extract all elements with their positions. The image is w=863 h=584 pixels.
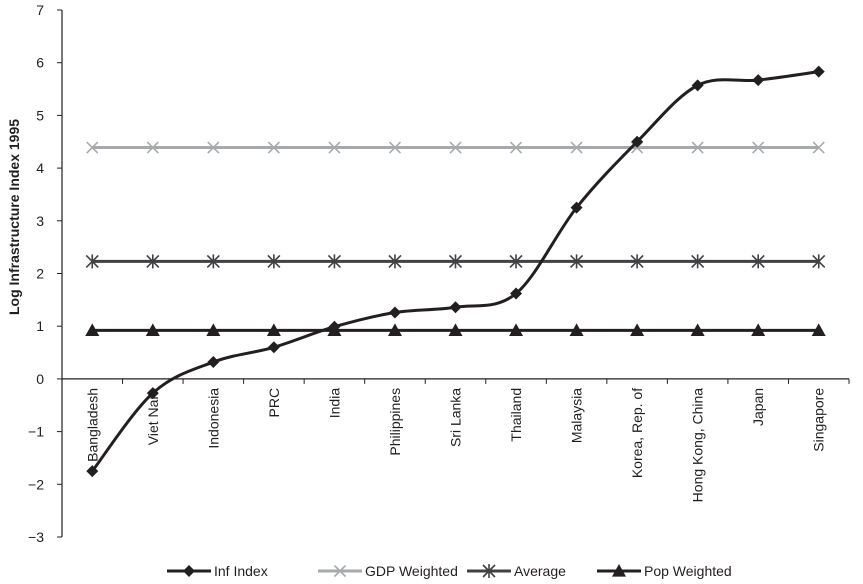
series-gdp-weighted (86, 141, 825, 154)
data-point-inf-index (86, 465, 99, 478)
data-point-pop-weighted (751, 323, 766, 337)
series-layer (85, 65, 826, 478)
x-tick-label: Sri Lanka (448, 388, 464, 447)
data-point-inf-index (267, 341, 280, 354)
data-point-inf-index (752, 74, 765, 87)
data-point-pop-weighted (569, 323, 584, 337)
data-point-inf-index (812, 65, 825, 78)
data-point-pop-weighted (690, 323, 705, 337)
data-point-inf-index (691, 79, 704, 92)
legend-marker (612, 564, 626, 577)
data-point-average (812, 254, 826, 269)
legend-label: Inf Index (214, 563, 268, 579)
data-point-average (267, 254, 281, 269)
x-tick-label: Indonesia (205, 388, 221, 449)
x-tick-label: PRC (266, 388, 282, 418)
x-tick-label: Japan (750, 388, 766, 426)
data-point-pop-weighted (811, 323, 826, 337)
data-point-inf-index (146, 387, 159, 400)
data-point-pop-weighted (448, 323, 463, 337)
y-tick-label: 1 (36, 318, 44, 334)
y-tick-label: −2 (28, 476, 44, 492)
data-point-average (206, 254, 220, 269)
category-labels: Bangladesh Viet Nam Indonesia PRC India Phili… (84, 388, 826, 503)
y-tick-label: 0 (36, 371, 44, 387)
y-tick-label: 6 (36, 55, 44, 71)
x-tick-label: India (326, 388, 342, 419)
data-point-pop-weighted (266, 323, 281, 337)
legend-label: GDP Weighted (365, 563, 458, 579)
data-point-average (448, 254, 463, 269)
legend-marker (333, 564, 347, 578)
data-point-gdp-weighted (449, 141, 462, 154)
data-point-pop-weighted (630, 323, 645, 337)
y-tick-label: 4 (36, 160, 44, 176)
legend: Inf Index GDP Weighted Average Pop Weighted (167, 563, 732, 579)
data-point-average (327, 254, 341, 269)
data-point-inf-index (449, 301, 462, 314)
data-point-gdp-weighted (691, 141, 704, 154)
data-point-gdp-weighted (86, 141, 99, 154)
legend-marker (482, 564, 496, 578)
data-point-gdp-weighted (267, 141, 280, 154)
x-tick-label: Bangladesh (84, 388, 100, 462)
legend-label: Average (514, 563, 566, 579)
y-tick-label: −3 (28, 529, 44, 545)
legend-item-average: Average (467, 563, 566, 579)
data-point-inf-index (510, 287, 523, 300)
x-tick-label: Korea, Rep. of (629, 388, 645, 478)
legend-item-pop-weighted: Pop Weighted (597, 563, 732, 579)
data-point-pop-weighted (509, 323, 524, 337)
data-point-pop-weighted (145, 323, 160, 337)
axes: −3 −2 −1 0 1 2 3 4 5 6 7 (28, 2, 850, 545)
y-axis-label: Log Infrastructure Index 1995 (6, 119, 22, 315)
data-point-inf-index (631, 135, 644, 148)
x-tick-label: Malaysia (569, 388, 585, 443)
data-point-pop-weighted (387, 323, 402, 337)
data-point-average (691, 254, 705, 269)
data-point-inf-index (207, 356, 220, 369)
series-pop-weighted (85, 323, 826, 337)
x-tick-label: Singapore (811, 388, 827, 452)
data-point-gdp-weighted (328, 141, 341, 154)
legend-item-gdp-weighted: GDP Weighted (318, 563, 458, 579)
y-tick-label: 3 (36, 213, 44, 229)
legend-marker (183, 565, 195, 577)
data-point-gdp-weighted (207, 141, 220, 154)
data-point-average (85, 254, 99, 269)
data-point-inf-index (388, 306, 401, 319)
series-average (85, 254, 826, 269)
y-tick-label: 5 (36, 107, 44, 123)
data-point-gdp-weighted (509, 141, 523, 154)
data-point-average (146, 254, 160, 269)
data-point-gdp-weighted (812, 141, 825, 154)
data-point-inf-index (328, 320, 341, 333)
x-tick-label: Thailand (508, 388, 524, 442)
x-tick-label: Viet Nam (145, 388, 161, 445)
data-point-inf-index (570, 201, 583, 214)
data-point-average (751, 254, 765, 269)
data-point-gdp-weighted (752, 141, 765, 154)
data-point-gdp-weighted (570, 141, 583, 154)
legend-item-inf-index: Inf Index (167, 563, 268, 579)
data-point-gdp-weighted (388, 141, 402, 154)
data-point-average (388, 254, 402, 269)
data-point-average (509, 254, 523, 269)
y-tick-label: 2 (36, 266, 44, 282)
series-inf-index (86, 65, 825, 478)
data-point-average (630, 254, 644, 269)
y-tick-label: −1 (28, 424, 44, 440)
data-point-gdp-weighted (146, 141, 159, 154)
x-tick-label: Philippines (387, 388, 403, 456)
legend-label: Pop Weighted (644, 563, 732, 579)
y-tick-label: 7 (36, 2, 44, 18)
data-point-pop-weighted (206, 323, 221, 337)
data-point-pop-weighted (85, 323, 100, 337)
x-tick-label: Hong Kong, China (690, 388, 706, 503)
data-point-average (570, 254, 584, 269)
